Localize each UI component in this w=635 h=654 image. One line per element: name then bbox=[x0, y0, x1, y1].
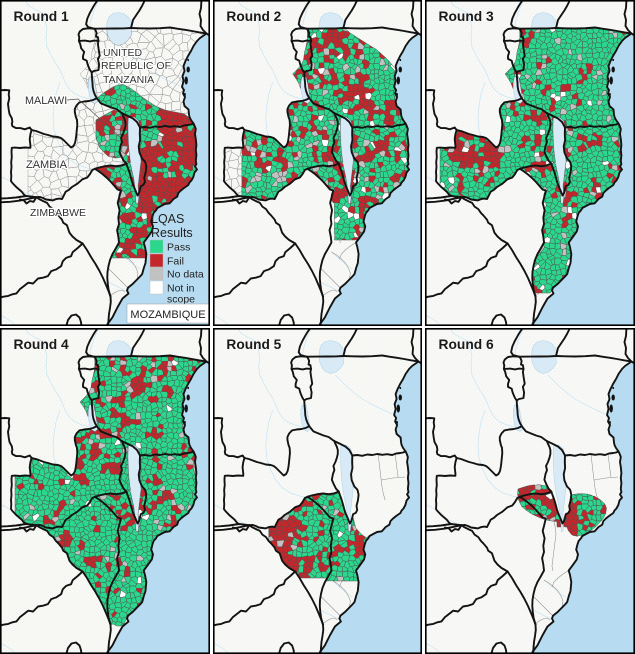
svg-text:Round 1: Round 1 bbox=[14, 9, 70, 24]
svg-text:MALAWI: MALAWI bbox=[25, 95, 67, 107]
svg-text:No data: No data bbox=[167, 269, 204, 281]
svg-text:Fail: Fail bbox=[167, 256, 184, 268]
svg-text:Round 2: Round 2 bbox=[226, 9, 281, 24]
svg-text:Pass: Pass bbox=[167, 242, 190, 254]
svg-text:MOZAMBIQUE: MOZAMBIQUE bbox=[130, 309, 205, 321]
svg-text:Round 6: Round 6 bbox=[439, 337, 495, 352]
svg-text:REPUBLIC OF: REPUBLIC OF bbox=[101, 60, 171, 72]
svg-text:ZAMBIA: ZAMBIA bbox=[26, 159, 68, 171]
svg-text:Round 4: Round 4 bbox=[14, 337, 70, 352]
svg-text:LQAS: LQAS bbox=[151, 212, 184, 226]
svg-text:UNITED: UNITED bbox=[103, 47, 143, 59]
svg-text:ZIMBABWE: ZIMBABWE bbox=[30, 207, 86, 219]
svg-text:Results: Results bbox=[151, 226, 193, 240]
svg-text:Round 3: Round 3 bbox=[439, 9, 495, 24]
svg-text:Not in: Not in bbox=[167, 283, 195, 295]
svg-text:Round 5: Round 5 bbox=[226, 337, 281, 352]
svg-text:scope: scope bbox=[167, 294, 195, 306]
svg-text:TANZANIA: TANZANIA bbox=[103, 74, 154, 86]
